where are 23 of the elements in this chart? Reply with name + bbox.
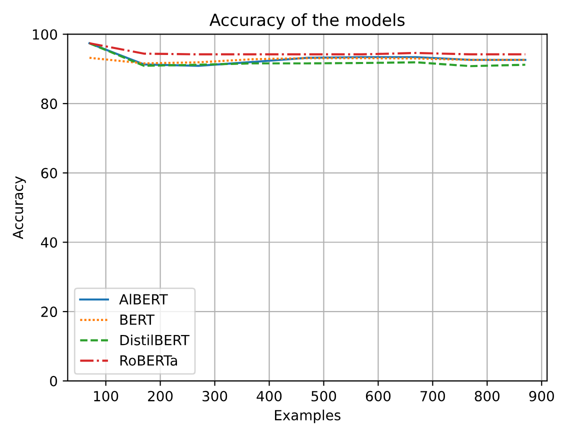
legend-label: AlBERT [119, 294, 168, 304]
x-tick-label: 400 [256, 390, 282, 402]
legend-label: DistilBERT [120, 334, 190, 346]
x-tick-label: 200 [148, 390, 173, 402]
y-tick-label: 80 [41, 98, 58, 110]
y-tick-label: 40 [40, 237, 58, 248]
y-axis-title: Accuracy [12, 176, 26, 240]
x-tick-label: 500 [312, 390, 336, 402]
x-tick-label: 100 [94, 390, 118, 402]
y-tick-label: 100 [32, 29, 58, 40]
y-tick-label: 20 [41, 306, 58, 318]
legend-label: RoBERTa [120, 355, 177, 366]
x-tick-label: 600 [366, 390, 391, 402]
x-tick-label: 300 [202, 390, 228, 402]
x-tick-label: 700 [420, 390, 446, 402]
chart-title: Accuracy of the models [210, 13, 405, 30]
x-tick-label: 900 [529, 390, 554, 402]
y-tick-label: 60 [41, 168, 58, 178]
x-axis-title: Examples [274, 410, 340, 424]
line-series [88, 42, 526, 56]
y-tick-label: 0 [50, 376, 58, 386]
x-tick-label: 800 [474, 390, 500, 402]
legend-label: BERT [120, 314, 155, 325]
